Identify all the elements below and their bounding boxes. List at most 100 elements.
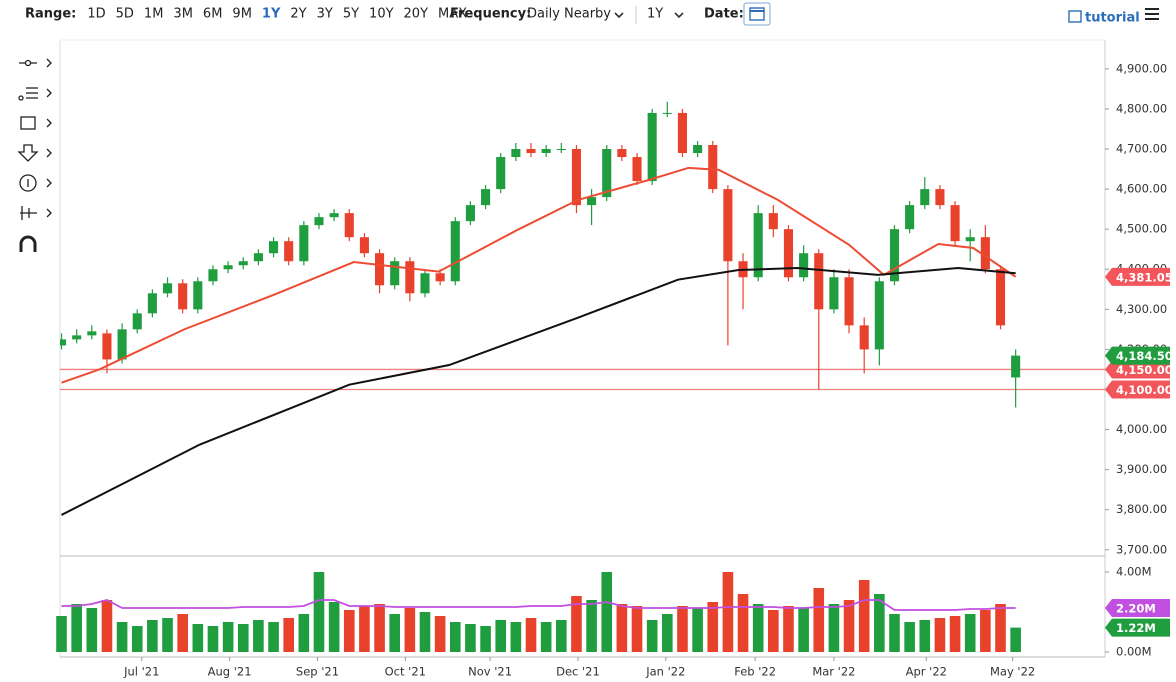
volume-bar — [586, 600, 597, 652]
volume-bar — [616, 604, 628, 652]
volume-bar — [268, 622, 279, 652]
candle-body — [329, 213, 339, 218]
y-tick-label: 3,700.00 — [1116, 542, 1167, 556]
candle-body — [662, 112, 672, 114]
range-button[interactable]: 5D — [116, 7, 134, 22]
y-tick-label: 4,900.00 — [1116, 61, 1167, 75]
volume-bar — [480, 626, 491, 652]
range-button[interactable]: 3M — [173, 7, 193, 22]
candle-body — [253, 253, 263, 262]
volume-bar — [949, 616, 961, 652]
candle-body — [375, 253, 385, 286]
candle-body — [980, 237, 990, 270]
candle-body — [571, 149, 581, 206]
candle-body — [814, 253, 824, 310]
tutorial-icon — [1068, 10, 1082, 23]
volume-bar — [722, 572, 734, 652]
magnet-tool[interactable] — [19, 235, 37, 252]
x-tick-label: Oct '21 — [385, 665, 426, 679]
volume-tick-label: 0.00M — [1116, 645, 1152, 659]
candle-body — [269, 241, 279, 254]
volume-bar — [495, 620, 507, 652]
volume-bar — [768, 610, 779, 652]
candle-body — [905, 205, 915, 230]
range-button[interactable]: 3Y — [317, 7, 333, 22]
price-badge-label: 2.20M — [1116, 602, 1156, 616]
period-select[interactable]: 1Y — [647, 7, 663, 22]
range-button[interactable]: 10Y — [369, 7, 394, 22]
candle-body — [511, 149, 521, 158]
volume-bar — [707, 602, 719, 652]
volume-bar — [828, 604, 840, 652]
price-badge-label: 4,184.50 — [1116, 349, 1173, 363]
y-tick-label: 4,800.00 — [1116, 101, 1167, 115]
range-button[interactable]: 6M — [203, 7, 223, 22]
range-button[interactable]: 2Y — [290, 7, 306, 22]
candle-body — [587, 197, 597, 206]
candle-body — [117, 329, 127, 360]
x-tick-label: May '22 — [990, 665, 1035, 679]
range-button[interactable]: 20Y — [404, 7, 429, 22]
candle-body — [677, 112, 687, 154]
chevron — [674, 12, 684, 19]
line-tool[interactable] — [19, 58, 52, 68]
menu-icon[interactable] — [1145, 8, 1159, 20]
price-badge — [1105, 360, 1170, 379]
y-tick-label: 4,700.00 — [1116, 142, 1167, 156]
range-button[interactable]: 9M — [232, 7, 252, 22]
candle-body — [147, 293, 157, 314]
tutorial-link[interactable]: tutorial — [1085, 11, 1140, 26]
chevron — [614, 12, 624, 19]
frequency-label: Frequency: — [450, 7, 531, 22]
volume-bar — [419, 612, 431, 652]
range-button[interactable]: 1M — [144, 7, 164, 22]
annotation-tool[interactable] — [19, 174, 52, 192]
price-badge-label: 4,381.05 — [1116, 270, 1173, 284]
volume-bar — [101, 600, 113, 652]
rect-tool[interactable] — [20, 116, 52, 130]
candle-body — [753, 213, 763, 278]
candle-body — [965, 237, 975, 242]
candle-body — [995, 269, 1006, 326]
range-button[interactable]: 1Y — [262, 7, 281, 22]
frequency-select[interactable]: Daily Nearby — [527, 7, 611, 22]
volume-bar — [465, 624, 476, 652]
arrow-tool[interactable] — [17, 144, 52, 162]
fib-tool[interactable] — [18, 87, 52, 101]
candle-body — [87, 331, 97, 336]
volume-bar — [843, 600, 855, 652]
volume-bar — [662, 614, 673, 652]
volume-bar — [904, 622, 915, 652]
calendar-icon — [749, 7, 765, 21]
candle-body — [1011, 355, 1021, 378]
measure-tool[interactable] — [20, 206, 52, 220]
volume-bar — [434, 616, 446, 652]
y-tick-label: 3,900.00 — [1116, 462, 1167, 476]
candle-body — [935, 189, 945, 206]
range-button[interactable]: MAX — [438, 7, 467, 22]
volume-bar — [752, 604, 764, 652]
candle-body — [889, 229, 900, 282]
volume-bar — [1010, 627, 1021, 652]
range-button[interactable]: 5Y — [343, 7, 359, 22]
x-tick-label: Jan '22 — [645, 665, 685, 679]
date-picker[interactable] — [743, 2, 771, 26]
candle-body — [435, 273, 445, 282]
range-button[interactable]: 1D — [87, 7, 105, 22]
candle-body — [359, 237, 369, 254]
x-tick-label: Nov '21 — [468, 665, 512, 679]
volume-bar — [798, 608, 809, 652]
volume-bar — [283, 618, 294, 652]
y-tick-label: 4,000.00 — [1116, 422, 1167, 436]
candle-body — [481, 189, 491, 206]
candle-body — [208, 269, 218, 282]
volume-bar — [525, 618, 537, 652]
volume-bar — [359, 606, 370, 652]
x-tick-label: Jul '21 — [123, 665, 159, 679]
price-badge — [1105, 346, 1170, 365]
volume-tick-label: 4.00M — [1116, 565, 1152, 579]
volume-bar — [86, 608, 98, 652]
volume-bar — [737, 594, 749, 652]
candle-body — [874, 281, 884, 350]
